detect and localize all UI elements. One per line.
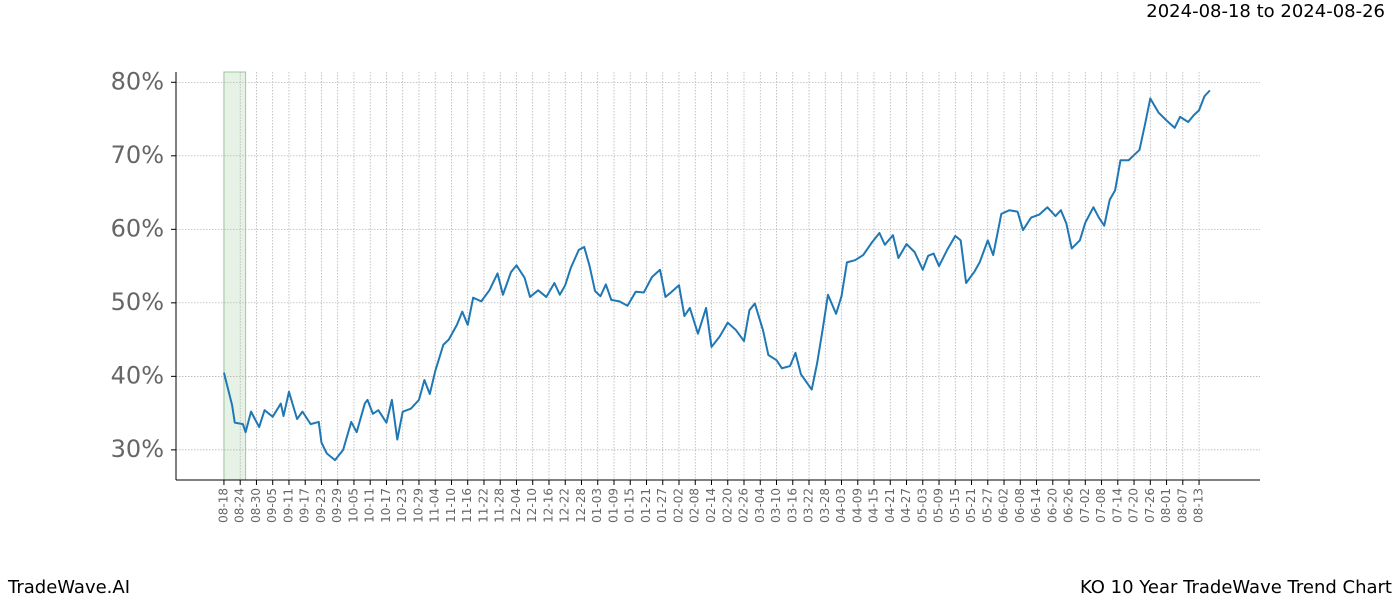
x-tick-label: 02-02 <box>671 488 685 523</box>
x-tick-label: 01-09 <box>606 488 620 523</box>
x-tick-label: 07-08 <box>1094 488 1108 523</box>
x-tick-label: 06-26 <box>1062 488 1076 523</box>
x-tick-label: 04-03 <box>834 488 848 523</box>
x-tick-label: 09-05 <box>265 488 279 523</box>
x-tick-label: 05-09 <box>932 488 946 523</box>
x-tick-label: 11-22 <box>476 488 490 523</box>
y-tick-label: 70% <box>111 141 164 169</box>
x-tick-label: 11-16 <box>460 488 474 523</box>
y-tick-label: 30% <box>111 435 164 463</box>
x-tick-label: 08-18 <box>216 488 230 523</box>
x-tick-label: 07-26 <box>1143 488 1157 523</box>
caption: KO 10 Year TradeWave Trend Chart <box>1080 577 1392 598</box>
x-tick-label: 05-15 <box>948 488 962 523</box>
x-tick-label: 05-21 <box>964 488 978 523</box>
x-tick-label: 08-01 <box>1159 488 1173 523</box>
x-tick-label: 09-29 <box>330 488 344 523</box>
x-tick-label: 03-22 <box>802 488 816 523</box>
x-tick-label: 06-20 <box>1045 488 1059 523</box>
x-tick-label: 05-27 <box>980 488 994 523</box>
x-tick-label: 08-30 <box>249 488 263 523</box>
x-tick-label: 11-04 <box>428 488 442 523</box>
x-tick-label: 02-26 <box>737 488 751 523</box>
x-tick-label: 09-17 <box>298 488 312 523</box>
x-tick-label: 06-08 <box>1013 488 1027 523</box>
y-tick-label: 80% <box>111 67 164 95</box>
x-tick-label: 11-10 <box>444 488 458 523</box>
x-tick-label: 01-03 <box>590 488 604 523</box>
y-tick-label: 60% <box>111 214 164 242</box>
x-tick-label: 02-14 <box>704 488 718 523</box>
x-tick-label: 12-28 <box>574 488 588 523</box>
x-tick-label: 10-29 <box>411 488 425 523</box>
x-tick-label: 09-23 <box>314 488 328 523</box>
x-tick-label: 03-10 <box>769 488 783 523</box>
x-tick-label: 04-15 <box>867 488 881 523</box>
x-tick-label: 01-21 <box>639 488 653 523</box>
x-tick-label: 10-17 <box>379 488 393 523</box>
x-tick-label: 02-08 <box>688 488 702 523</box>
x-tick-label: 07-20 <box>1127 488 1141 523</box>
x-tick-label: 11-28 <box>493 488 507 523</box>
x-tick-label: 04-27 <box>899 488 913 523</box>
x-tick-label: 07-02 <box>1078 488 1092 523</box>
x-tick-label: 08-24 <box>233 488 247 523</box>
x-tick-label: 03-16 <box>785 488 799 523</box>
y-tick-label: 40% <box>111 361 164 389</box>
x-tick-label: 01-27 <box>655 488 669 523</box>
x-tick-label: 04-09 <box>850 488 864 523</box>
x-tick-label: 06-02 <box>997 488 1011 523</box>
x-tick-label: 01-15 <box>623 488 637 523</box>
x-tick-label: 12-04 <box>509 488 523 523</box>
x-tick-label: 08-13 <box>1192 488 1206 523</box>
x-tick-label: 09-11 <box>281 488 295 523</box>
x-tick-label: 10-11 <box>363 488 377 523</box>
x-tick-label: 10-05 <box>346 488 360 523</box>
x-tick-label: 12-22 <box>558 488 572 523</box>
x-tick-label: 12-10 <box>525 488 539 523</box>
x-tick-label: 08-07 <box>1175 488 1189 523</box>
x-tick-label: 04-21 <box>883 488 897 523</box>
x-tick-label: 02-20 <box>720 488 734 523</box>
x-tick-label: 05-03 <box>915 488 929 523</box>
x-tick-label: 07-14 <box>1110 488 1124 523</box>
brand: TradeWave.AI <box>7 577 130 598</box>
x-tick-label: 10-23 <box>395 488 409 523</box>
x-tick-label: 12-16 <box>541 488 555 523</box>
x-tick-label: 03-04 <box>753 488 767 523</box>
x-tick-label: 03-28 <box>818 488 832 523</box>
trend-line <box>222 89 1211 462</box>
x-tick-label: 06-14 <box>1029 488 1043 523</box>
y-tick-label: 50% <box>111 288 164 316</box>
date-range: 2024-08-18 to 2024-08-26 <box>1146 1 1385 22</box>
